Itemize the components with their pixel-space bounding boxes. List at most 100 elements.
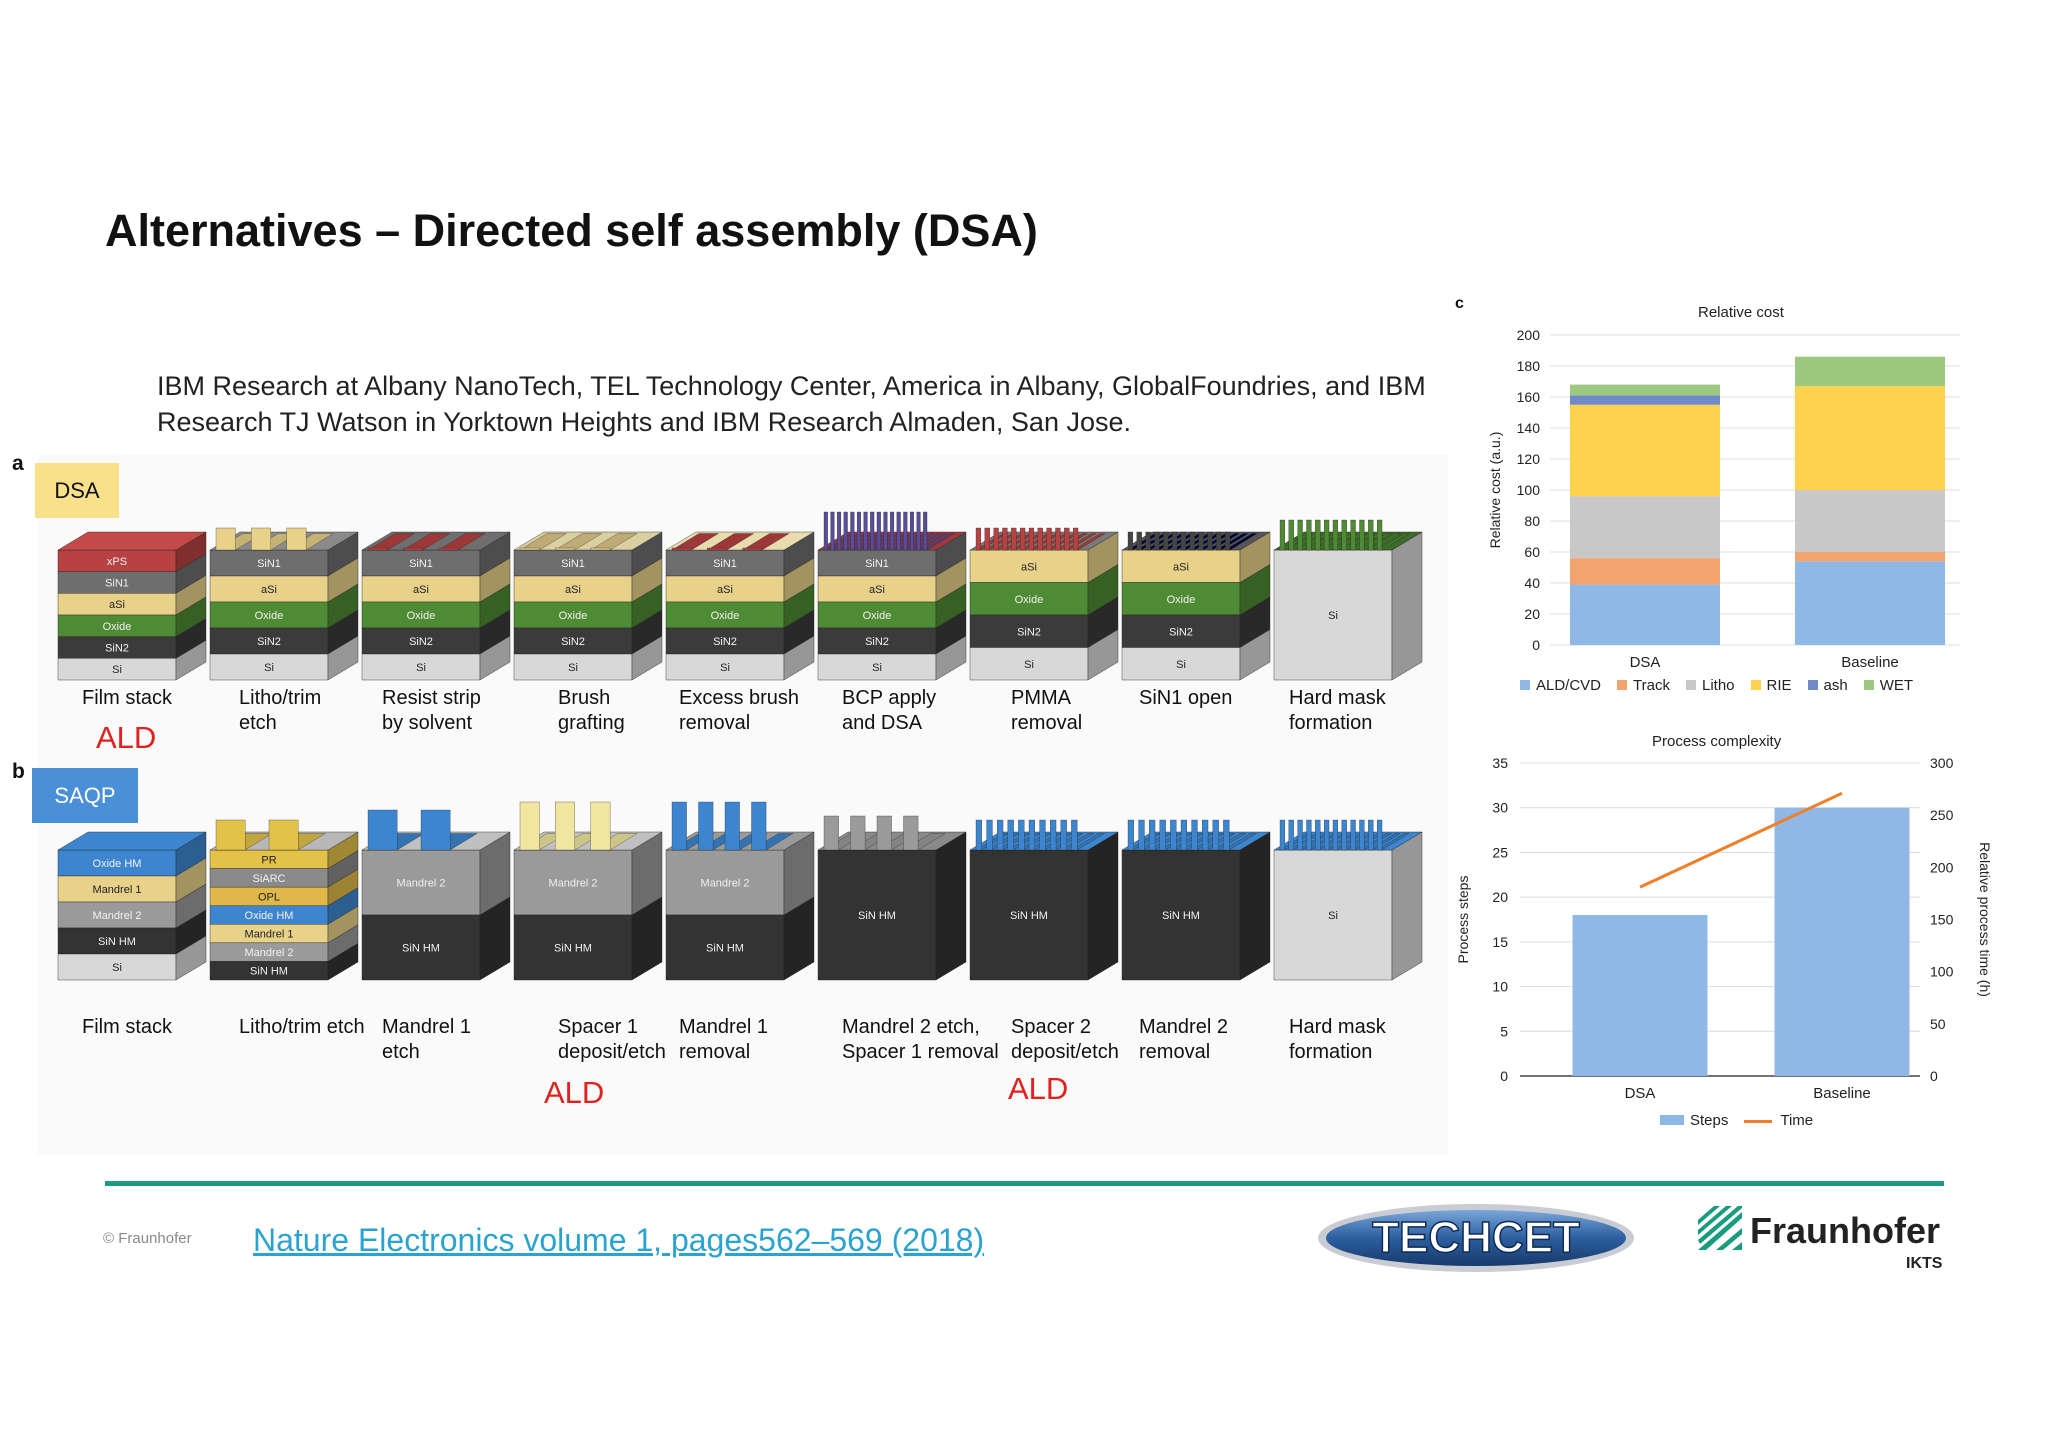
layer-label: aSi (1173, 561, 1189, 573)
dsa-block-5: SiN1 aSi Oxide SiN2 Si (665, 531, 815, 681)
saqp-block-5: Mandrel 2 SiN HM (665, 801, 815, 981)
cost-ylabel: Relative cost (a.u.) (1487, 432, 1503, 549)
cx-ytick-label: 30 (1492, 800, 1508, 816)
layer-label: SiN2 (1169, 626, 1193, 638)
saqp-block-2: PR SiARC OPL Oxide HM Mandrel 1 Mandrel 2 SiN … (209, 819, 359, 981)
layer-label: Mandrel 2 (701, 878, 750, 890)
cost-bar-segment (1795, 561, 1945, 645)
layer-label: Mandrel 2 (549, 878, 598, 890)
saqp-step-caption: Mandrel 2 etch, Spacer 1 removal (842, 1016, 999, 1063)
cost-ytick-label: 120 (1517, 451, 1541, 467)
dsa-step-caption: PMMA removal (1011, 687, 1083, 734)
cx-y2tick-label: 150 (1930, 912, 1954, 928)
cost-bar-segment (1570, 496, 1720, 559)
layer-label: Si (112, 664, 122, 676)
layer-label: SiN2 (1017, 626, 1041, 638)
layer-label: SiN2 (105, 643, 129, 655)
layer-label: aSi (1021, 561, 1037, 573)
cx-ytick-label: 25 (1492, 844, 1508, 860)
dsa-step-caption: Litho/trim etch (239, 687, 322, 734)
cost-bar-segment (1570, 558, 1720, 585)
layer-label: Si (872, 662, 882, 674)
layer-label: Oxide HM (93, 858, 142, 870)
layer-label: Oxide (407, 610, 436, 622)
layer-label: Si (264, 662, 274, 674)
saqp-step-caption: Mandrel 2 removal (1139, 1016, 1228, 1063)
layer-label: SiN HM (98, 936, 136, 948)
cost-bar-segment (1570, 395, 1720, 405)
cost-legend-item: RIE (1750, 677, 1792, 694)
dsa-block-6: SiN1 aSi Oxide SiN2 Si (817, 511, 967, 681)
cx-ytick-label: 35 (1492, 755, 1508, 771)
layer-label: xPS (107, 556, 127, 568)
layer-label: Mandrel 1 (93, 884, 142, 896)
cx-legend-item: Time (1744, 1112, 1813, 1129)
cx-ytick-label: 5 (1500, 1023, 1508, 1039)
layer-label: Oxide (1167, 594, 1196, 606)
cost-ytick-label: 140 (1517, 420, 1541, 436)
layer-label: Mandrel 2 (245, 947, 294, 959)
fraunhofer-mark-icon (1698, 1206, 1742, 1250)
saqp-step-caption: Film stack (82, 1016, 172, 1038)
cost-category-label: DSA (1630, 654, 1661, 670)
cx-y2tick-label: 300 (1930, 755, 1954, 771)
cost-ytick-label: 180 (1517, 358, 1541, 374)
layer-label: SiN1 (409, 558, 433, 570)
cx-ytick-label: 0 (1500, 1068, 1508, 1084)
cx-ytick-label: 15 (1492, 934, 1508, 950)
cx-y2tick-label: 250 (1930, 807, 1954, 823)
saqp-step-caption: Hard mask formation (1289, 1016, 1386, 1063)
cost-ytick-label: 0 (1532, 637, 1540, 653)
dsa-block-3: SiN1 aSi Oxide SiN2 Si (361, 531, 511, 681)
cx-y2tick-label: 100 (1930, 964, 1954, 980)
layer-label: Oxide (863, 610, 892, 622)
reference-link[interactable]: Nature Electronics volume 1, pages562–56… (253, 1222, 985, 1258)
complexity-legend: Steps Time (1660, 1112, 1813, 1129)
layer-label: OPL (258, 891, 280, 903)
panel-a-letter: a (12, 452, 24, 475)
saqp-block-7: SiN HM (969, 819, 1119, 981)
cx-y2tick-label: 200 (1930, 859, 1954, 875)
layer-label: SiN2 (865, 636, 889, 648)
cx-category-label: DSA (1625, 1085, 1656, 1100)
layer-label: Mandrel 2 (93, 910, 142, 922)
layer-label: Si (568, 662, 578, 674)
saqp-step-caption: Mandrel 1 removal (679, 1016, 768, 1063)
cost-ytick-label: 80 (1524, 513, 1540, 529)
cost-bar-segment (1570, 584, 1720, 645)
layer-label: SiN2 (561, 636, 585, 648)
dsa-block-8: aSi Oxide SiN2 Si (1121, 531, 1271, 681)
layer-label: Si (1328, 610, 1338, 622)
dsa-step-caption: Resist strip by solvent (382, 687, 481, 734)
layer-label: Mandrel 2 (397, 878, 446, 890)
saqp-block-1: Oxide HM Mandrel 1 Mandrel 2 SiN HM Si (57, 831, 207, 981)
layer-label: aSi (717, 584, 733, 596)
cx-ytick-label: 10 (1492, 979, 1508, 995)
dsa-step-caption: SiN1 open (1139, 687, 1233, 709)
cost-ytick-label: 60 (1524, 544, 1540, 560)
intro-text: IBM Research at Albany NanoTech, TEL Tec… (157, 371, 1426, 437)
complexity-chart-title: Process complexity (1652, 733, 1782, 750)
saqp-step-caption: Spacer 1 deposit/etch (558, 1016, 666, 1063)
layer-label: Oxide HM (245, 910, 294, 922)
dsa-block-7: aSi Oxide SiN2 Si (969, 527, 1119, 681)
cx-y2tick-label: 50 (1930, 1016, 1946, 1032)
cost-legend-item: Track (1617, 677, 1670, 694)
layer-label: Mandrel 1 (245, 929, 294, 941)
saqp-block-6: SiN HM (817, 815, 967, 981)
layer-label: SiN1 (561, 558, 585, 570)
cost-bar-segment (1795, 356, 1945, 387)
slide-title: Alternatives – Directed self assembly (D… (105, 205, 1038, 256)
layer-label: SiN2 (257, 636, 281, 648)
cost-category-label: Baseline (1841, 654, 1899, 670)
layer-label: PR (261, 854, 276, 866)
saqp-block-9: Si (1273, 819, 1423, 981)
time-line (1639, 791, 1843, 889)
layer-label: aSi (413, 584, 429, 596)
relative-cost-chart: 0 20 40 60 80 100 120 140 160 180 200 Relative cost… (1487, 327, 1960, 670)
cost-ytick-label: 20 (1524, 606, 1540, 622)
layer-label: Si (416, 662, 426, 674)
cost-bar-segment (1570, 384, 1720, 396)
layer-label: SiN1 (713, 558, 737, 570)
cost-chart-title: Relative cost (1698, 304, 1784, 321)
